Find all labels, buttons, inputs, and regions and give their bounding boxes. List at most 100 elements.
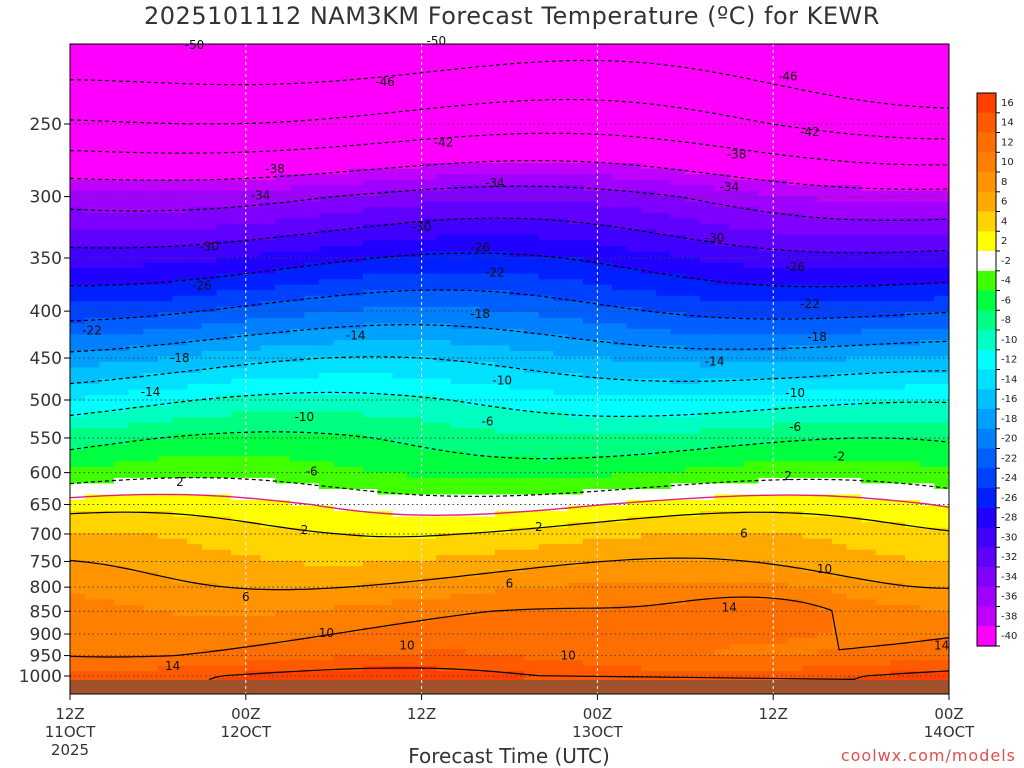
field-cell bbox=[245, 207, 262, 214]
field-cell bbox=[553, 85, 569, 92]
field-cell bbox=[216, 422, 232, 429]
field-cell bbox=[436, 85, 452, 92]
field-cell bbox=[612, 25, 627, 31]
field-cell bbox=[612, 146, 628, 153]
field-cell bbox=[656, 229, 672, 236]
field-cell bbox=[568, 63, 584, 70]
field-cell bbox=[480, 47, 496, 54]
field-cell bbox=[758, 229, 774, 236]
field-cell bbox=[157, 185, 174, 192]
field-cell bbox=[714, 63, 730, 70]
field-cell bbox=[875, 257, 891, 264]
field-cell bbox=[275, 179, 291, 186]
field-cell bbox=[861, 146, 877, 153]
field-cell bbox=[758, 168, 774, 175]
field-cell bbox=[201, 44, 218, 48]
field-cell bbox=[875, 439, 891, 446]
field-cell bbox=[919, 47, 935, 54]
field-cell bbox=[553, 356, 569, 363]
field-cell bbox=[656, 262, 672, 269]
field-cell bbox=[216, 373, 232, 380]
field-cell bbox=[714, 218, 730, 225]
field-cell bbox=[817, 395, 833, 402]
field-cell bbox=[524, 141, 540, 148]
field-cell bbox=[304, 85, 320, 92]
field-cell bbox=[758, 257, 774, 264]
field-cell bbox=[861, 301, 877, 308]
field-cell bbox=[143, 384, 159, 391]
field-cell bbox=[245, 301, 262, 308]
field-cell bbox=[494, 461, 511, 468]
field-cell bbox=[802, 444, 818, 451]
field-cell bbox=[304, 234, 320, 241]
field-cell bbox=[700, 417, 716, 424]
field-cell bbox=[157, 168, 174, 175]
field-cell bbox=[114, 350, 130, 357]
field-cell bbox=[494, 367, 511, 374]
field-cell bbox=[436, 212, 452, 219]
field-cell bbox=[626, 130, 642, 137]
field-cell bbox=[245, 477, 262, 484]
field-cell bbox=[304, 279, 320, 286]
field-cell bbox=[641, 113, 657, 120]
field-cell bbox=[392, 141, 408, 148]
field-cell bbox=[817, 52, 833, 59]
field-cell bbox=[700, 461, 716, 468]
field-cell bbox=[231, 190, 247, 197]
field-cell bbox=[480, 201, 496, 208]
field-cell bbox=[202, 25, 217, 31]
field-cell bbox=[201, 85, 218, 92]
field-cell bbox=[333, 69, 349, 76]
field-cell bbox=[509, 146, 525, 153]
field-cell bbox=[597, 130, 613, 137]
field-cell bbox=[714, 411, 730, 418]
field-cell bbox=[787, 461, 804, 468]
field-cell bbox=[99, 439, 115, 446]
field-cell bbox=[187, 257, 203, 264]
field-cell bbox=[905, 439, 921, 446]
field-cell bbox=[509, 85, 525, 92]
field-cell bbox=[128, 334, 144, 341]
field-cell bbox=[612, 240, 628, 247]
field-cell bbox=[304, 328, 320, 335]
field-cell bbox=[143, 367, 159, 374]
field-cell bbox=[641, 58, 657, 65]
field-cell bbox=[304, 323, 320, 330]
field-cell bbox=[803, 36, 818, 42]
field-cell bbox=[260, 328, 276, 335]
field-cell bbox=[407, 417, 423, 424]
field-cell bbox=[114, 411, 130, 418]
field-cell bbox=[348, 373, 364, 380]
field-cell bbox=[363, 268, 379, 275]
field-cell bbox=[773, 295, 789, 302]
field-cell bbox=[494, 295, 511, 302]
field-cell bbox=[700, 334, 716, 341]
field-cell bbox=[319, 207, 335, 214]
field-cell bbox=[553, 124, 569, 131]
field-cell bbox=[934, 168, 949, 175]
field-cell bbox=[480, 439, 496, 446]
field-cell bbox=[626, 63, 642, 70]
field-cell bbox=[260, 246, 276, 253]
field-cell bbox=[743, 257, 760, 264]
field-cell bbox=[919, 411, 935, 418]
field-cell bbox=[421, 455, 437, 462]
field-cell bbox=[494, 428, 511, 435]
field-cell bbox=[333, 223, 349, 230]
field-cell bbox=[494, 395, 511, 402]
field-cell bbox=[758, 246, 774, 253]
field-cell bbox=[729, 246, 745, 253]
field-cell bbox=[582, 118, 598, 125]
field-cell bbox=[333, 361, 349, 368]
field-cell bbox=[450, 102, 467, 109]
field-cell bbox=[714, 163, 730, 170]
field-cell bbox=[99, 284, 115, 291]
field-cell bbox=[905, 174, 921, 181]
field-cell bbox=[685, 295, 701, 302]
field-cell bbox=[157, 483, 174, 490]
field-cell bbox=[450, 461, 467, 468]
field-cell bbox=[304, 218, 320, 225]
field-cell bbox=[568, 428, 584, 435]
field-cell bbox=[729, 317, 745, 324]
field-cell bbox=[817, 439, 833, 446]
